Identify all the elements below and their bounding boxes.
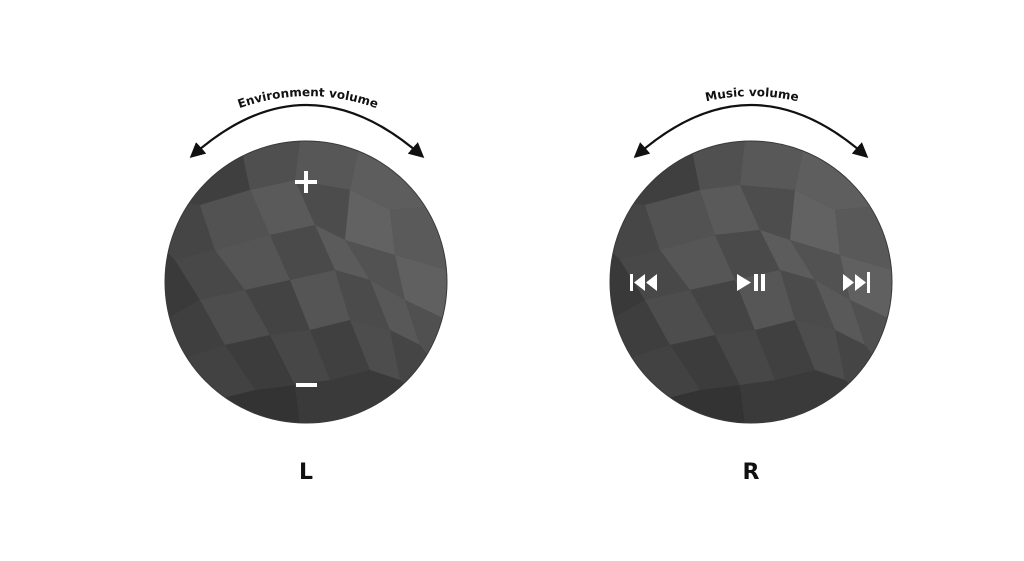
music-volume-arrow (633, 104, 869, 159)
svg-text:Music volume: Music volume (704, 85, 800, 104)
music-volume-label: Music volume (704, 85, 800, 104)
environment-volume-arrow (189, 104, 425, 159)
previous-track-icon[interactable] (630, 274, 657, 291)
right-side-label: R (742, 460, 760, 485)
play-pause-icon[interactable] (737, 274, 765, 291)
svg-text:Environment volume: Environment volume (236, 85, 380, 111)
environment-volume-label: Environment volume (236, 85, 380, 111)
left-side-label: L (298, 460, 314, 485)
plus-icon[interactable] (295, 171, 317, 193)
minus-icon[interactable] (296, 383, 317, 387)
next-track-icon[interactable] (843, 272, 870, 293)
